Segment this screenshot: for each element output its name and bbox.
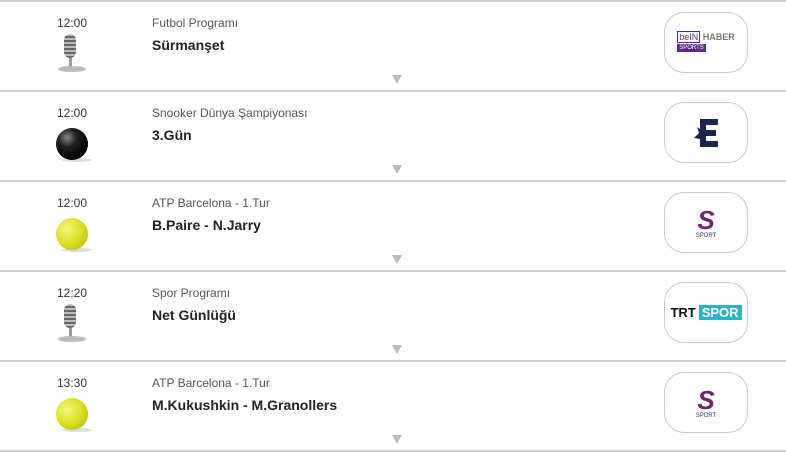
channel-logo-s-sport[interactable]: S SPORT — [664, 372, 748, 433]
program-row[interactable]: 12:00 Snooker Dünya Şampiyonası 3.Gün — [0, 90, 786, 180]
channel-logo-trt-spor[interactable]: TRT SPOR — [664, 282, 748, 343]
program-title: M.Kukushkin - M.Granollers — [152, 397, 338, 413]
program-category: Snooker Dünya Şampiyonası — [152, 106, 308, 120]
program-row[interactable]: 12:20 Spor Programı Net Günlüğü TRT SPOR — [0, 270, 786, 360]
logo-text: SPORT — [695, 232, 717, 239]
microphone-icon — [54, 34, 90, 74]
program-row[interactable]: 12:00 ATP Barcelona - 1.Tur B.Paire - N.… — [0, 180, 786, 270]
program-title: Sürmanşet — [152, 37, 225, 53]
microphone-icon — [54, 304, 90, 344]
program-category: ATP Barcelona - 1.Tur — [152, 196, 270, 210]
expand-arrow-icon[interactable] — [392, 75, 402, 84]
expand-arrow-icon[interactable] — [392, 255, 402, 264]
channel-logo-eurosport[interactable] — [664, 102, 748, 163]
logo-text: TRT — [670, 305, 696, 320]
program-time: 12:00 — [57, 16, 88, 30]
logo-text: SPORTS — [677, 44, 706, 52]
channel-logo-s-sport[interactable]: S SPORT — [664, 192, 748, 253]
program-row[interactable]: 12:00 Futbol Programı Sürmanşet beIN HAB… — [0, 0, 786, 90]
program-time: 12:20 — [57, 286, 88, 300]
program-category: Futbol Programı — [152, 16, 239, 30]
logo-text: SPOR — [698, 305, 742, 320]
program-title: 3.Gün — [152, 127, 192, 143]
tennis-ball-icon — [54, 394, 92, 434]
program-category: Spor Programı — [152, 286, 231, 300]
expand-arrow-icon[interactable] — [392, 345, 402, 354]
program-time: 12:00 — [57, 106, 88, 120]
logo-text: beIN — [677, 31, 701, 43]
expand-arrow-icon[interactable] — [392, 165, 402, 174]
program-title: Net Günlüğü — [152, 307, 236, 323]
channel-logo-bein-sports-haber[interactable]: beIN HABER SPORTS — [664, 12, 748, 73]
program-title: B.Paire - N.Jarry — [152, 217, 261, 233]
program-time: 13:30 — [57, 376, 88, 390]
program-category: ATP Barcelona - 1.Tur — [152, 376, 270, 390]
expand-arrow-icon[interactable] — [392, 435, 402, 444]
snooker-ball-icon — [54, 124, 92, 164]
tennis-ball-icon — [54, 214, 92, 254]
program-time: 12:00 — [57, 196, 88, 210]
program-row[interactable]: 13:30 ATP Barcelona - 1.Tur M.Kukushkin … — [0, 360, 786, 452]
eurosport-logo-icon — [694, 118, 718, 147]
logo-text: HABER — [702, 32, 735, 42]
logo-text: SPORT — [695, 412, 717, 419]
